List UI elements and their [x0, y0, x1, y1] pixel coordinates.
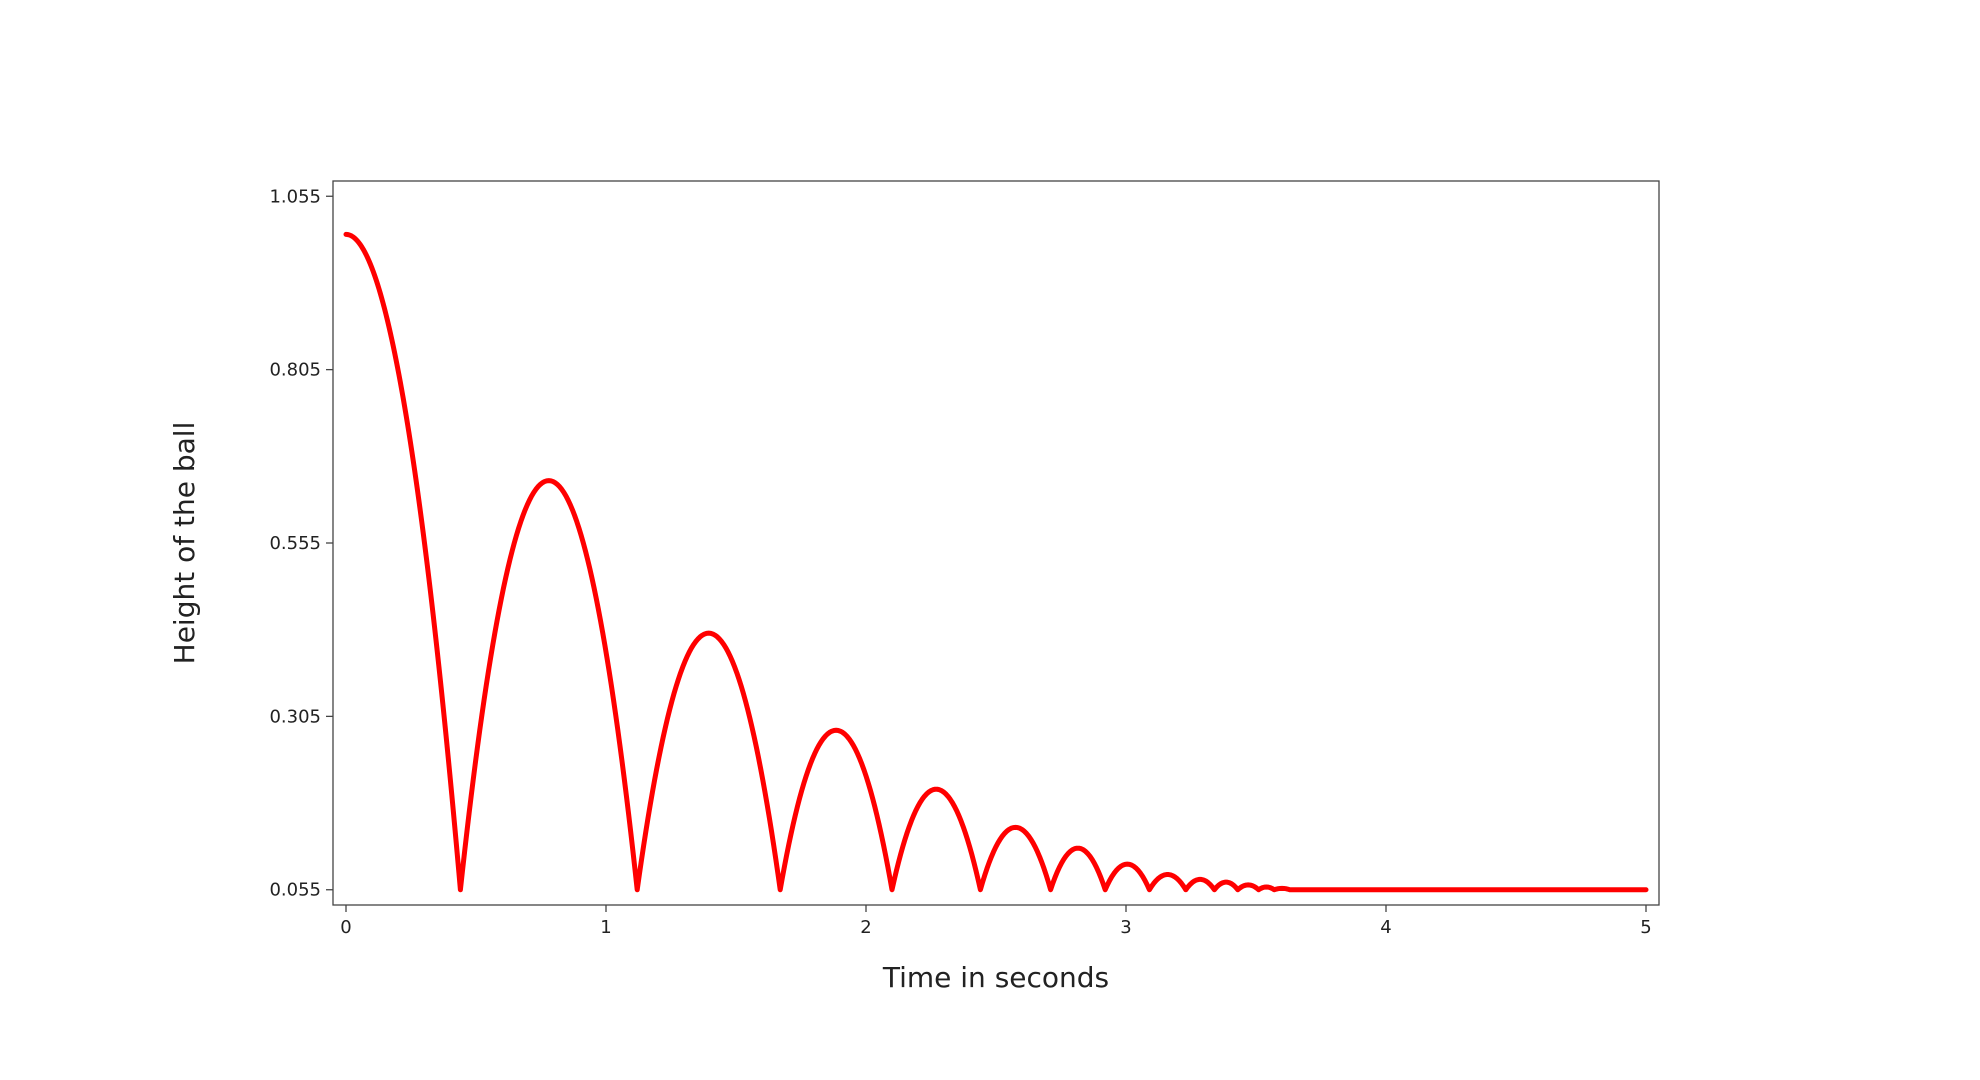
- x-axis-title: Time in seconds: [882, 961, 1109, 994]
- x-axis-ticks: 0 1 2 3 4 5: [340, 905, 1652, 938]
- y-tick-label: 0.805: [269, 360, 321, 381]
- y-axis-ticks: 0.055 0.305 0.555 0.805 1.055: [269, 186, 333, 901]
- x-tick-label: 4: [1380, 917, 1391, 938]
- y-tick-label: 0.305: [269, 706, 321, 727]
- y-tick-label: 0.555: [269, 533, 321, 554]
- x-tick-label: 5: [1640, 917, 1651, 938]
- x-tick-label: 2: [860, 917, 871, 938]
- y-tick-label: 1.055: [269, 186, 321, 207]
- x-tick-label: 0: [340, 917, 351, 938]
- x-tick-label: 1: [600, 917, 611, 938]
- y-axis-title: Height of the ball: [168, 422, 201, 665]
- series-layer: [343, 231, 1649, 893]
- plot-area: [332, 180, 1660, 906]
- x-tick-label: 3: [1120, 917, 1131, 938]
- y-tick-label: 0.055: [269, 880, 321, 901]
- series-line: [343, 231, 1649, 893]
